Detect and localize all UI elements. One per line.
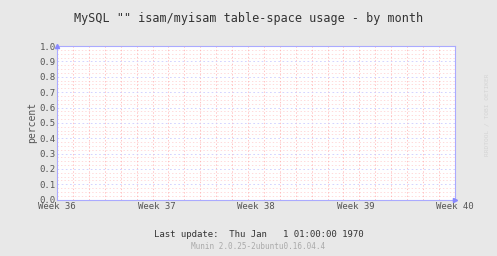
Y-axis label: percent: percent (27, 102, 37, 143)
Text: Munin 2.0.25-2ubuntu0.16.04.4: Munin 2.0.25-2ubuntu0.16.04.4 (191, 242, 326, 251)
Text: RRDTOOL / TOBI OETIKER: RRDTOOL / TOBI OETIKER (485, 74, 490, 156)
Text: MySQL "" isam/myisam table-space usage - by month: MySQL "" isam/myisam table-space usage -… (74, 12, 423, 25)
Text: Last update:  Thu Jan   1 01:00:00 1970: Last update: Thu Jan 1 01:00:00 1970 (154, 230, 363, 239)
